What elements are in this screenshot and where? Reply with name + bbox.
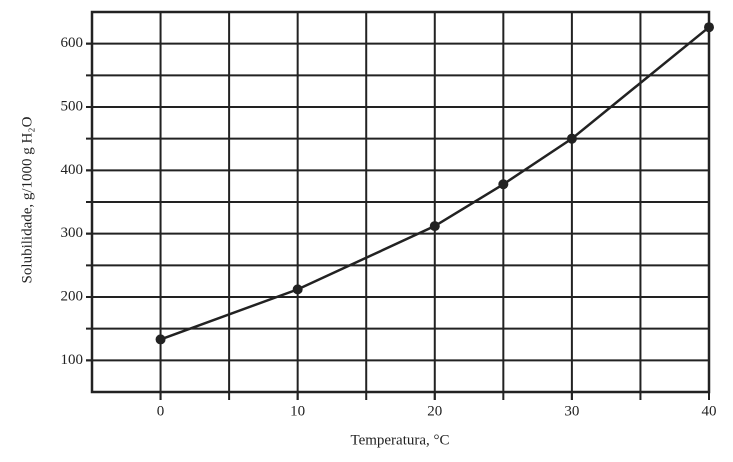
plot-frame	[90, 10, 711, 394]
data-point	[429, 221, 440, 232]
data-point	[155, 334, 166, 345]
data-point	[566, 133, 577, 144]
x-tick-label: 10	[290, 403, 305, 419]
data-point	[498, 179, 509, 190]
y-tick-label: 400	[61, 162, 84, 178]
y-tick-label: 600	[61, 35, 84, 51]
y-tick-label: 500	[61, 98, 84, 114]
y-tick-label: 100	[61, 352, 84, 368]
x-tick-label: 20	[427, 403, 442, 419]
data-point	[704, 22, 714, 33]
x-tick-label: 30	[564, 403, 579, 419]
data-point	[292, 284, 303, 295]
y-axis-label: Solubilidade, g/1000 g H₂O	[19, 116, 35, 283]
x-axis-label: Temperatura, °C	[350, 432, 449, 448]
x-tick-label: 0	[157, 403, 165, 419]
y-tick-label: 300	[61, 225, 84, 241]
x-tick-label: 40	[702, 403, 717, 419]
y-tick-label: 200	[61, 288, 84, 304]
data-line	[160, 26, 710, 341]
